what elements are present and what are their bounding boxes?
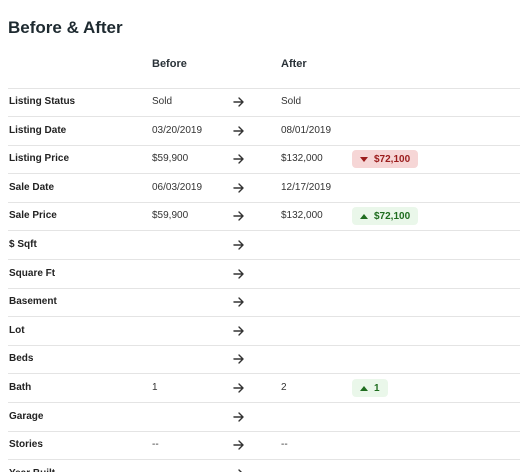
before-value: $59,900: [152, 210, 189, 222]
divider: [8, 116, 520, 117]
change-badge: $72,100: [352, 150, 419, 169]
after-value: $132,000: [281, 210, 323, 222]
triangle-icon: [360, 213, 368, 219]
divider: [8, 430, 520, 432]
arrow-icon: [233, 211, 244, 222]
arrow-icon: [233, 240, 244, 250]
before-value: 06/03/2019: [152, 181, 203, 193]
change-text: $72,100: [374, 210, 411, 222]
change-text: $72,100: [374, 153, 411, 165]
before-value: 03/20/2019: [152, 124, 203, 136]
arrow-icon: [233, 411, 244, 422]
arrow-icon: [233, 183, 244, 193]
after-value: 2: [281, 382, 287, 393]
before-value: Sold: [152, 96, 173, 107]
row-label: Year Built: [9, 467, 55, 472]
row-label: Listing Date: [9, 124, 67, 136]
change-badge: 1: [352, 379, 388, 397]
before-value: $59,900: [152, 153, 189, 165]
divider: [8, 144, 520, 146]
change-text: 1: [374, 382, 380, 394]
row-label: Stories: [9, 439, 43, 451]
arrow-icon: [233, 383, 244, 393]
arrow-icon: [233, 268, 244, 279]
row-label: Garage: [9, 410, 44, 422]
divider: [8, 459, 520, 461]
row-label: Square Ft: [9, 267, 56, 279]
triangle-icon: [360, 156, 368, 162]
arrow-icon: [233, 125, 244, 136]
divider: [8, 316, 520, 318]
after-value: Sold: [281, 96, 302, 107]
before-value: 1: [152, 382, 158, 393]
row-label: Sale Price: [9, 210, 57, 222]
divider: [8, 402, 520, 403]
row-label: Sale Date: [9, 181, 55, 193]
row-label: Listing Status: [9, 96, 76, 107]
after-value: $132,000: [281, 153, 323, 165]
row-label: Basement: [9, 296, 57, 308]
after-value: 08/01/2019: [281, 124, 332, 136]
arrow-icon: [238, 469, 243, 472]
divider: [8, 344, 520, 346]
after-value: 12/17/2019: [281, 181, 332, 193]
arrow-icon: [233, 354, 244, 365]
arrow-icon: [233, 297, 244, 307]
divider: [8, 201, 520, 203]
divider: [8, 259, 520, 260]
arrow-icon: [233, 440, 244, 450]
divider: [8, 287, 520, 289]
arrow-icon: [233, 97, 244, 107]
row-label: Listing Price: [9, 153, 70, 165]
triangle-icon: [360, 385, 368, 391]
arrow-icon: [233, 326, 244, 336]
divider: [8, 373, 520, 375]
arrow-icon: [233, 154, 244, 164]
row-label: Bath: [9, 382, 32, 393]
divider: [8, 88, 520, 89]
before-value: --: [152, 439, 159, 451]
change-badge: $72,100: [352, 207, 419, 226]
column-header: Before: [152, 58, 187, 70]
column-header: After: [281, 58, 307, 70]
after-value: --: [281, 439, 288, 451]
divider: [8, 173, 520, 175]
title: Before & After: [8, 18, 123, 37]
row-label: $ Sqft: [9, 239, 37, 250]
row-label: Lot: [9, 324, 25, 336]
row-label: Beds: [9, 353, 34, 365]
divider: [8, 230, 520, 232]
